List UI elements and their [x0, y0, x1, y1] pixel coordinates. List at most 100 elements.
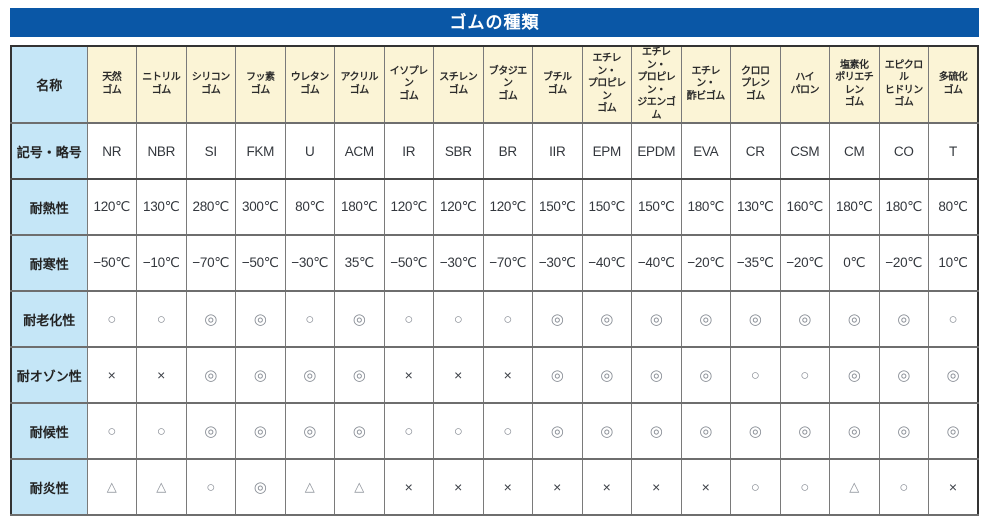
cell-aging-15: ◎: [829, 291, 880, 348]
cell-ozone-4: ◎: [284, 347, 335, 404]
cell-flame-9: ×: [532, 459, 583, 516]
cell-cold-12: −20℃: [680, 235, 731, 292]
cell-flame-0: △: [86, 459, 137, 516]
row-header-cold: 耐寒性: [10, 235, 88, 292]
cell-cold-11: −40℃: [631, 235, 682, 292]
table-row-symbol: 記号・略号 NR NBR SI FKM U ACM IR SBR BR IIR EPM EPDM EVA C…: [10, 123, 979, 180]
cell-weather-1: ○: [136, 403, 187, 460]
cell-ozone-8: ×: [482, 347, 533, 404]
cell-cold-13: −35℃: [730, 235, 781, 292]
cell-cold-2: −70℃: [185, 235, 236, 292]
cell-ozone-14: ○: [779, 347, 830, 404]
cell-symbol-15: CM: [829, 123, 880, 180]
cell-ozone-13: ○: [730, 347, 781, 404]
column-header-11: エチレン・ プロピレン・ ジエンゴム: [631, 46, 682, 124]
cell-flame-7: ×: [433, 459, 484, 516]
cell-heat-10: 150℃: [581, 179, 632, 236]
cell-aging-4: ○: [284, 291, 335, 348]
cell-weather-10: ◎: [581, 403, 632, 460]
cell-symbol-3: FKM: [235, 123, 286, 180]
cell-heat-4: 80℃: [284, 179, 335, 236]
row-header-ozone: 耐オゾン性: [10, 347, 88, 404]
cell-cold-0: −50℃: [86, 235, 137, 292]
cell-cold-9: −30℃: [532, 235, 583, 292]
cell-cold-15: 0℃: [829, 235, 880, 292]
cell-weather-11: ◎: [631, 403, 682, 460]
column-header-7: スチレン ゴム: [433, 46, 484, 124]
cell-heat-12: 180℃: [680, 179, 731, 236]
cell-heat-3: 300℃: [235, 179, 286, 236]
cell-symbol-14: CSM: [779, 123, 830, 180]
cell-symbol-11: EPDM: [631, 123, 682, 180]
column-header-13: クロロ プレン ゴム: [730, 46, 781, 124]
row-header-symbol: 記号・略号: [10, 123, 88, 180]
cell-flame-5: △: [334, 459, 385, 516]
cell-weather-15: ◎: [829, 403, 880, 460]
cell-heat-7: 120℃: [433, 179, 484, 236]
cell-ozone-17: ◎: [928, 347, 979, 404]
column-header-14: ハイ パロン: [779, 46, 830, 124]
cell-weather-4: ◎: [284, 403, 335, 460]
row-header-heat: 耐熱性: [10, 179, 88, 236]
cell-flame-1: △: [136, 459, 187, 516]
cell-cold-5: 35℃: [334, 235, 385, 292]
cell-flame-12: ×: [680, 459, 731, 516]
cell-cold-6: −50℃: [383, 235, 434, 292]
cell-aging-13: ◎: [730, 291, 781, 348]
page-title: ゴムの種類: [10, 8, 979, 37]
cell-aging-2: ◎: [185, 291, 236, 348]
cell-flame-16: ○: [878, 459, 929, 516]
cell-ozone-11: ◎: [631, 347, 682, 404]
cell-symbol-16: CO: [878, 123, 929, 180]
column-header-10: エチレン・ プロピレン ゴム: [581, 46, 632, 124]
cell-weather-12: ◎: [680, 403, 731, 460]
column-header-5: アクリル ゴム: [334, 46, 385, 124]
cell-ozone-3: ◎: [235, 347, 286, 404]
cell-weather-6: ○: [383, 403, 434, 460]
cell-heat-8: 120℃: [482, 179, 533, 236]
cell-cold-3: −50℃: [235, 235, 286, 292]
column-header-8: ブタジエン ゴム: [482, 46, 533, 124]
cell-symbol-1: NBR: [136, 123, 187, 180]
table-row-cold: 耐寒性 −50℃ −10℃ −70℃ −50℃ −30℃ 35℃ −50℃ −30℃ −70℃ −3…: [10, 235, 979, 292]
cell-ozone-5: ◎: [334, 347, 385, 404]
column-header-3: フッ素 ゴム: [235, 46, 286, 124]
cell-aging-12: ◎: [680, 291, 731, 348]
cell-cold-4: −30℃: [284, 235, 335, 292]
cell-cold-17: 10℃: [928, 235, 979, 292]
cell-symbol-6: IR: [383, 123, 434, 180]
cell-aging-5: ◎: [334, 291, 385, 348]
cell-weather-9: ◎: [532, 403, 583, 460]
row-header-aging: 耐老化性: [10, 291, 88, 348]
corner-label: 名称: [10, 46, 88, 124]
cell-weather-17: ◎: [928, 403, 979, 460]
cell-aging-1: ○: [136, 291, 187, 348]
cell-aging-16: ◎: [878, 291, 929, 348]
cell-symbol-4: U: [284, 123, 335, 180]
cell-flame-3: ◎: [235, 459, 286, 516]
row-header-flame: 耐炎性: [10, 459, 88, 516]
cell-heat-1: 130℃: [136, 179, 187, 236]
column-header-9: ブチル ゴム: [532, 46, 583, 124]
cell-flame-4: △: [284, 459, 335, 516]
cell-symbol-0: NR: [86, 123, 137, 180]
cell-symbol-9: IIR: [532, 123, 583, 180]
cell-ozone-10: ◎: [581, 347, 632, 404]
column-header-6: イソプレン ゴム: [383, 46, 434, 124]
column-header-15: 塩素化 ポリエチレン ゴム: [829, 46, 880, 124]
cell-weather-2: ◎: [185, 403, 236, 460]
rubber-types-table: 名称 天然 ゴム ニトリル ゴム シリコン ゴム フッ素 ゴム ウレタン ゴム アクリル ゴ…: [10, 45, 979, 516]
cell-symbol-12: EVA: [680, 123, 731, 180]
cell-symbol-10: EPM: [581, 123, 632, 180]
cell-aging-0: ○: [86, 291, 137, 348]
cell-aging-10: ◎: [581, 291, 632, 348]
cell-weather-0: ○: [86, 403, 137, 460]
table-row-weather: 耐候性 ○ ○ ◎ ◎ ◎ ◎ ○ ○ ○ ◎ ◎ ◎ ◎ ◎ ◎ ◎ ◎ ◎: [10, 403, 979, 460]
cell-heat-16: 180℃: [878, 179, 929, 236]
column-header-17: 多硫化 ゴム: [928, 46, 979, 124]
cell-aging-3: ◎: [235, 291, 286, 348]
column-header-16: エピクロル ヒドリン ゴム: [878, 46, 929, 124]
cell-weather-13: ◎: [730, 403, 781, 460]
cell-symbol-8: BR: [482, 123, 533, 180]
cell-flame-11: ×: [631, 459, 682, 516]
